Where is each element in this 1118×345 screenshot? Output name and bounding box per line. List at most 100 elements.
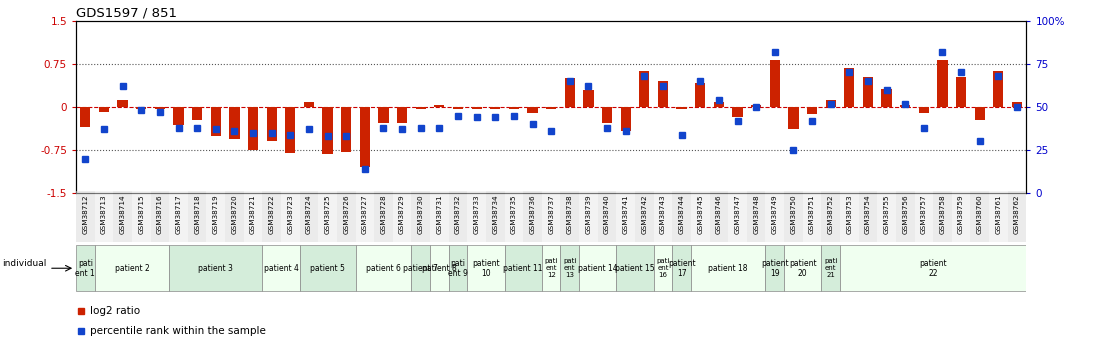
Text: patient 4: patient 4 — [264, 264, 299, 273]
Bar — [448, 191, 467, 242]
Bar — [169, 191, 188, 242]
Text: patient
20: patient 20 — [789, 258, 816, 278]
Text: GSM38744: GSM38744 — [679, 194, 684, 234]
Text: patient 5: patient 5 — [310, 264, 345, 273]
Bar — [672, 191, 691, 242]
Bar — [486, 191, 504, 242]
Text: GSM38712: GSM38712 — [83, 194, 88, 234]
Bar — [337, 191, 356, 242]
Text: patient
10: patient 10 — [472, 258, 500, 278]
Bar — [896, 191, 915, 242]
Text: pati
ent 1: pati ent 1 — [76, 258, 95, 278]
Text: GSM38759: GSM38759 — [958, 194, 964, 234]
Bar — [504, 245, 542, 291]
Bar — [1007, 191, 1026, 242]
Text: GSM38757: GSM38757 — [921, 194, 927, 234]
Bar — [579, 245, 616, 291]
Text: patient 14: patient 14 — [578, 264, 617, 273]
Bar — [598, 191, 616, 242]
Bar — [900, 105, 910, 107]
Bar — [728, 191, 747, 242]
Text: patient 2: patient 2 — [114, 264, 150, 273]
Text: GSM38749: GSM38749 — [771, 194, 778, 234]
Bar — [993, 71, 1004, 107]
Text: GSM38724: GSM38724 — [306, 194, 312, 234]
Bar — [341, 107, 351, 152]
Bar — [676, 107, 686, 109]
Bar — [523, 191, 542, 242]
Text: GSM38761: GSM38761 — [995, 194, 1002, 234]
Text: patient
22: patient 22 — [919, 258, 947, 278]
Bar — [76, 245, 95, 291]
Text: GSM38753: GSM38753 — [846, 194, 852, 234]
Bar — [822, 245, 840, 291]
Bar — [504, 191, 523, 242]
Bar — [467, 191, 486, 242]
Bar — [844, 68, 854, 107]
Text: pati
ent 9: pati ent 9 — [448, 258, 468, 278]
Text: pati
ent
21: pati ent 21 — [824, 258, 837, 278]
Bar — [263, 191, 281, 242]
Text: GSM38758: GSM38758 — [939, 194, 946, 234]
Text: GSM38754: GSM38754 — [865, 194, 871, 234]
Text: GSM38717: GSM38717 — [176, 194, 181, 234]
Bar — [132, 191, 151, 242]
Bar — [319, 191, 337, 242]
Bar — [453, 107, 463, 109]
Text: GDS1597 / 851: GDS1597 / 851 — [76, 7, 177, 20]
Bar — [300, 245, 356, 291]
Text: GSM38748: GSM38748 — [754, 194, 759, 234]
Bar — [490, 107, 501, 109]
Text: individual: individual — [1, 259, 46, 268]
Bar — [560, 191, 579, 242]
Bar — [285, 107, 295, 153]
Bar — [169, 245, 263, 291]
Text: GSM38731: GSM38731 — [436, 194, 443, 234]
Bar — [281, 191, 300, 242]
Bar — [1012, 102, 1022, 107]
Text: GSM38736: GSM38736 — [530, 194, 536, 234]
Bar — [654, 245, 672, 291]
Text: GSM38725: GSM38725 — [324, 194, 331, 234]
Text: pati
ent
12: pati ent 12 — [544, 258, 558, 278]
Text: log2 ratio: log2 ratio — [89, 306, 140, 316]
Bar — [263, 245, 300, 291]
Text: patient 8: patient 8 — [421, 264, 457, 273]
Bar — [616, 245, 654, 291]
Bar — [248, 107, 258, 150]
Bar — [859, 191, 878, 242]
Bar — [546, 107, 557, 109]
Bar — [863, 77, 873, 107]
Text: GSM38738: GSM38738 — [567, 194, 572, 234]
Text: GSM38716: GSM38716 — [157, 194, 163, 234]
Bar — [375, 191, 392, 242]
Bar — [881, 89, 892, 107]
Bar — [803, 191, 822, 242]
Text: GSM38728: GSM38728 — [380, 194, 387, 234]
Bar — [80, 107, 91, 127]
Bar — [989, 191, 1007, 242]
Bar — [840, 191, 859, 242]
Text: GSM38756: GSM38756 — [902, 194, 908, 234]
Bar — [691, 191, 710, 242]
Bar — [601, 107, 613, 123]
Text: GSM38752: GSM38752 — [827, 194, 834, 234]
Bar — [620, 107, 631, 131]
Bar — [378, 107, 389, 123]
Text: GSM38751: GSM38751 — [809, 194, 815, 234]
Text: GSM38714: GSM38714 — [120, 194, 125, 234]
Text: pati
ent
16: pati ent 16 — [656, 258, 670, 278]
Bar — [542, 191, 560, 242]
Bar — [975, 107, 985, 120]
Text: GSM38755: GSM38755 — [883, 194, 890, 234]
Bar — [878, 191, 896, 242]
Text: GSM38741: GSM38741 — [623, 194, 628, 234]
Bar — [356, 245, 411, 291]
Bar — [956, 77, 966, 107]
Bar — [117, 100, 127, 107]
Text: GSM38723: GSM38723 — [287, 194, 293, 234]
Bar — [747, 191, 766, 242]
Bar — [207, 191, 225, 242]
Text: patient 6: patient 6 — [366, 264, 401, 273]
Bar — [509, 107, 519, 109]
